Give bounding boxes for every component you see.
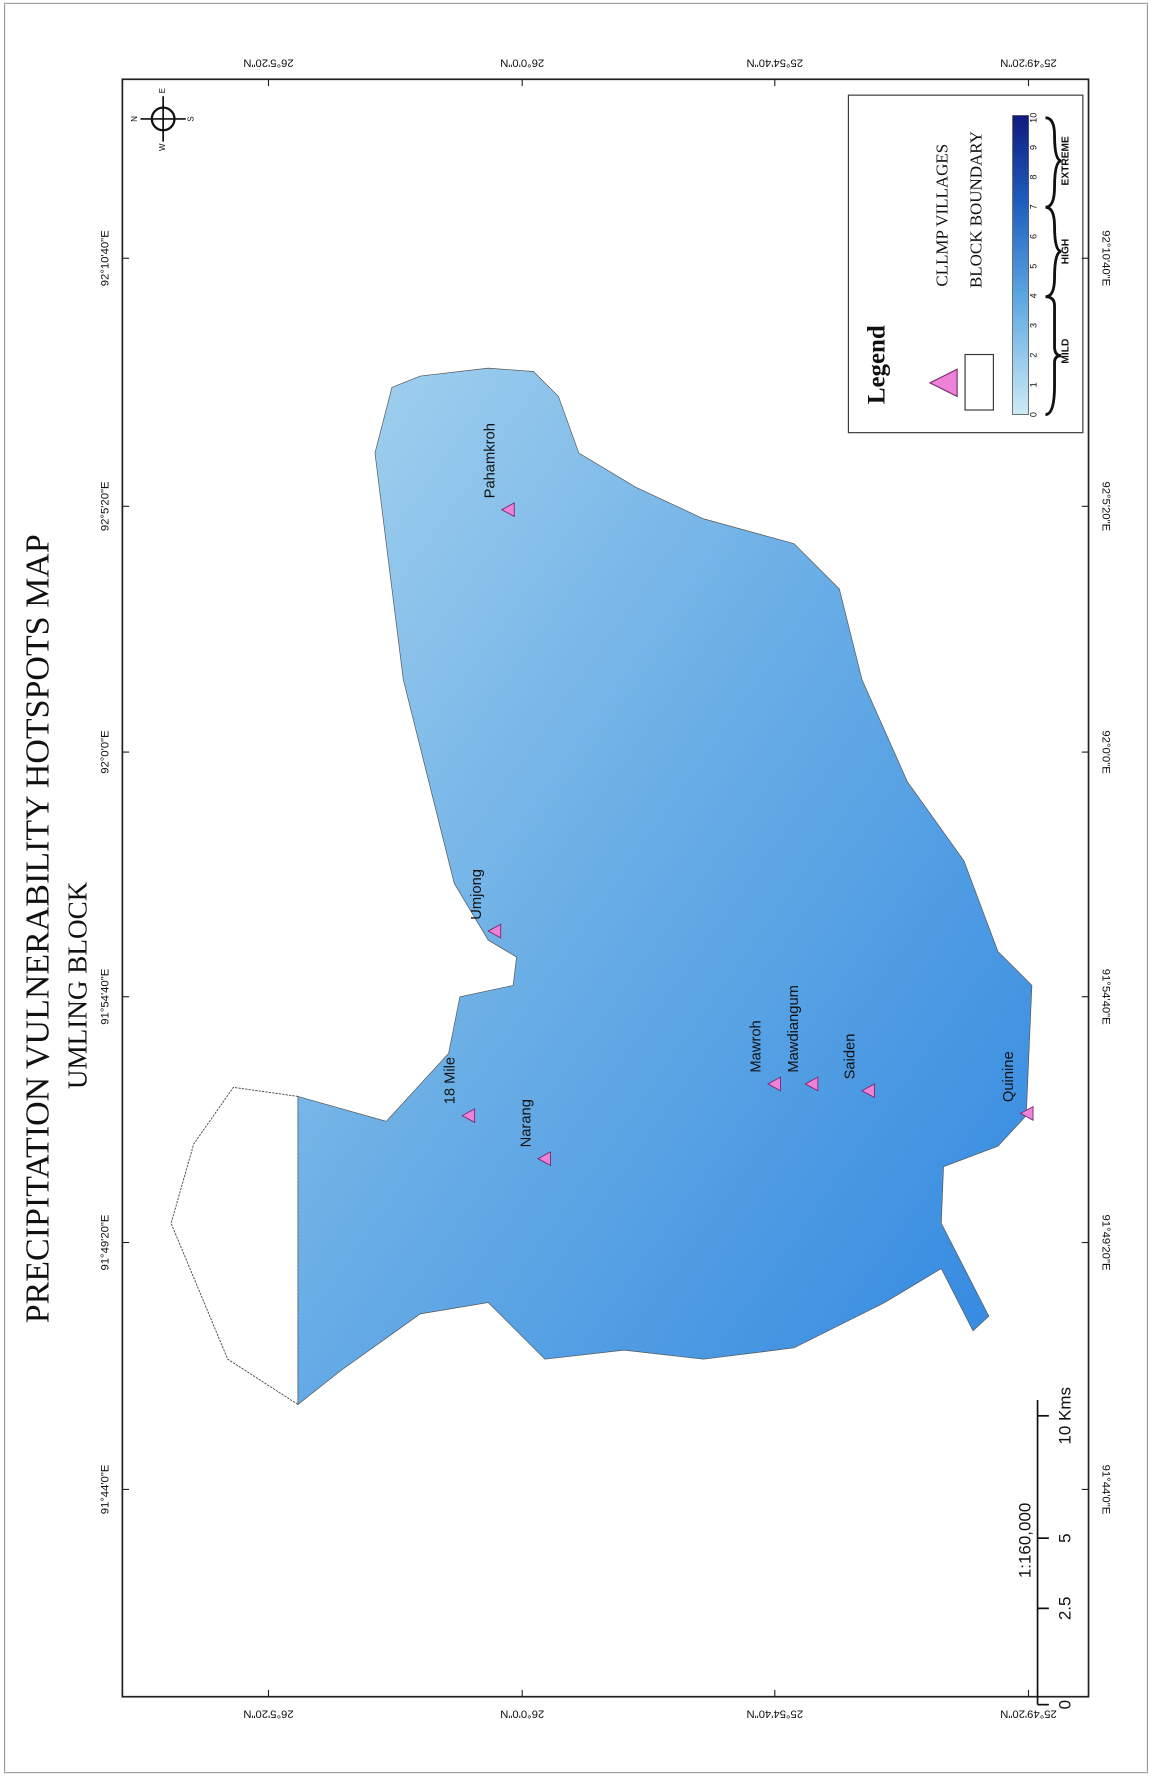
latitude-label: 25°54'40"N bbox=[746, 1708, 803, 1720]
legend-item: CLLMP VILLAGES bbox=[932, 144, 951, 287]
compass-letter: E bbox=[158, 88, 167, 93]
village-label: Quinine bbox=[1001, 1051, 1017, 1102]
latitude-label: 25°49'20"N bbox=[1000, 1708, 1057, 1720]
ramp-label: 3 bbox=[1029, 323, 1039, 328]
village-label: Mawdiangum bbox=[786, 985, 802, 1073]
longitude-label: 91°49'20"E bbox=[99, 1214, 111, 1270]
scale-label: 2.5 bbox=[1055, 1597, 1074, 1621]
latitude-label: 26°0'0"N bbox=[500, 56, 544, 68]
class-label: MILD bbox=[1061, 339, 1072, 364]
class-label: EXTREME bbox=[1061, 136, 1072, 185]
village-marker bbox=[461, 1108, 476, 1124]
longitude-label: 92°5'20"E bbox=[99, 481, 111, 531]
village-marker bbox=[861, 1083, 875, 1099]
compass-rose bbox=[140, 96, 186, 142]
umling-block bbox=[297, 367, 1033, 1406]
village-label: Pahamkroh bbox=[482, 423, 498, 498]
page-border bbox=[4, 2, 1148, 1774]
longitude-label: 91°44'0"E bbox=[99, 1464, 111, 1514]
legend-item: BLOCK BOUNDARY bbox=[966, 131, 985, 288]
longitude-label: 92°10'40"E bbox=[1100, 230, 1112, 286]
legend-braces bbox=[1045, 116, 1062, 416]
latitude-label: 26°5'20"N bbox=[243, 1708, 293, 1720]
ramp-label: 4 bbox=[1029, 293, 1039, 298]
ramp-label: 7 bbox=[1029, 204, 1039, 209]
ramp-label: 6 bbox=[1029, 234, 1039, 239]
ramp-label: 1 bbox=[1029, 382, 1039, 387]
scale-label: 5 bbox=[1055, 1533, 1074, 1542]
latitude-label: 26°0'0"N bbox=[500, 1708, 544, 1720]
compass-letter: S bbox=[187, 116, 196, 121]
ramp-label: 10 bbox=[1029, 113, 1039, 123]
latitude-label: 25°54'40"N bbox=[746, 56, 803, 68]
village-marker bbox=[767, 1076, 781, 1092]
map-subtitle: UMLING BLOCK bbox=[63, 881, 93, 1089]
ramp-label: 2 bbox=[1029, 353, 1039, 358]
class-label: HIGH bbox=[1061, 239, 1072, 264]
village-label: Umjong bbox=[469, 869, 485, 920]
latitude-label: 26°5'20"N bbox=[243, 56, 293, 68]
longitude-label: 92°5'20"E bbox=[1100, 481, 1112, 531]
legend-boundary-symbol bbox=[964, 353, 994, 411]
compass-letter: W bbox=[158, 143, 167, 151]
ramp-label: 0 bbox=[1029, 412, 1039, 417]
village-label: Saiden bbox=[843, 1034, 859, 1080]
ramp-label: 8 bbox=[1029, 175, 1039, 180]
latitude-label: 25°49'20"N bbox=[1000, 56, 1057, 68]
village-marker bbox=[487, 923, 502, 939]
longitude-label: 91°54'40"E bbox=[99, 968, 111, 1024]
map-title: PRECIPITATION VULNERABILITY HOTSPOTS MAP bbox=[20, 534, 57, 1323]
village-label: Mawroh bbox=[749, 1020, 765, 1072]
longitude-label: 92°10'40"E bbox=[99, 230, 111, 286]
longitude-label: 91°54'40"E bbox=[1100, 969, 1112, 1025]
scale-label: 10 Kms bbox=[1055, 1387, 1074, 1445]
village-marker bbox=[500, 502, 515, 518]
outside-boundary bbox=[170, 1086, 299, 1406]
village-marker bbox=[1019, 1105, 1034, 1121]
longitude-label: 91°49'20"E bbox=[1100, 1215, 1112, 1271]
scale-label: 0 bbox=[1055, 1700, 1074, 1709]
longitude-label: 92°0'0"E bbox=[99, 730, 111, 774]
village-label: 18 Mile bbox=[443, 1057, 459, 1104]
ramp-label: 5 bbox=[1029, 264, 1039, 269]
village-marker bbox=[537, 1151, 551, 1167]
longitude-label: 92°0'0"E bbox=[1100, 730, 1112, 774]
legend-ramp bbox=[1012, 115, 1029, 415]
village-marker bbox=[804, 1076, 819, 1092]
longitude-label: 91°44'0"E bbox=[1100, 1465, 1112, 1515]
scale-ratio: 1:160,000 bbox=[1016, 1503, 1035, 1579]
compass-letter: N bbox=[130, 116, 139, 122]
legend-title: Legend bbox=[864, 325, 891, 404]
ramp-label: 9 bbox=[1029, 145, 1039, 150]
legend-village-symbol bbox=[928, 368, 958, 398]
village-label: Narang bbox=[519, 1099, 535, 1147]
